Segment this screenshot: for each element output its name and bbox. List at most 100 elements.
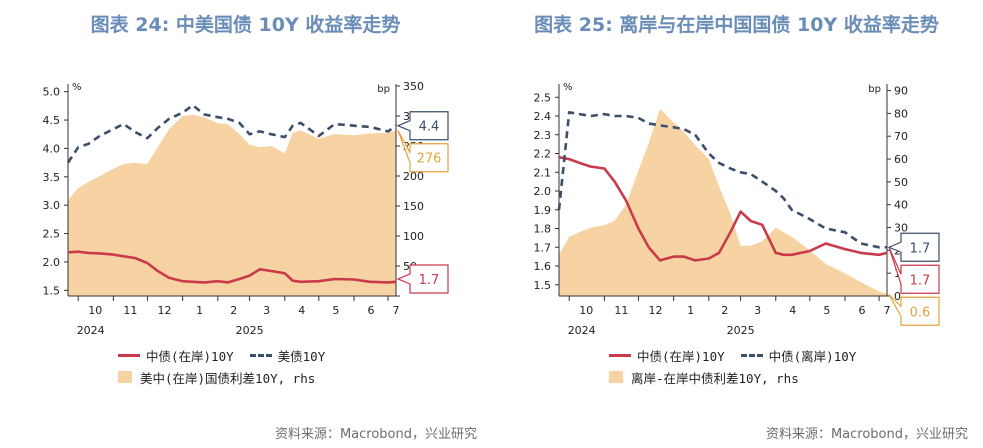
callout-label: 1.7 [910,241,931,256]
left-unit-label: % [563,82,573,93]
legend-item: 美债10Y [249,346,326,365]
left-tick-label: 2.5 [534,91,552,104]
legend-swatch [118,353,140,357]
solid-series-line [67,250,397,284]
legend-swatch [118,371,132,383]
x-tick-label: 11 [614,304,628,317]
callout-label: 1.7 [419,273,440,288]
year-label: 2025 [727,324,755,336]
left-tick-label: 1.8 [534,223,552,236]
right-tick-label: 80 [894,107,908,120]
left-tick-label: 1.6 [534,260,552,273]
chart-title: 图表 25: 离岸与在岸中国国债 10Y 收益率走势 [534,14,939,36]
right-unit-label: bp [868,84,881,95]
x-tick-label: 10 [579,304,593,317]
x-tick-label: 2 [721,304,728,317]
left-tick-label: 2.3 [534,129,552,142]
left-tick-label: 5.0 [43,86,61,99]
x-tick-label: 11 [123,304,137,317]
callout-box [396,111,449,141]
x-tick-label: 4 [789,304,796,317]
legend-swatch [249,353,272,357]
right-tick-label: 50 [894,176,908,189]
x-tick-label: 5 [332,304,339,317]
spread-area [68,114,396,296]
x-tick-label: 1 [196,304,203,317]
left-tick-label: 2.5 [43,228,61,241]
legend-label: 美债10Y [277,348,326,364]
left-tick-label: 2.0 [43,256,61,269]
spread-area [559,108,887,296]
legend-label: 中债(离岸)10Y [768,348,857,364]
dashed-series-line [66,104,397,164]
callout-label: 1.7 [910,273,931,288]
year-label: 2024 [77,324,105,336]
year-label: 2024 [568,324,596,336]
right-tick-label: 30 [894,222,908,235]
chart-plot-right: 1.51.61.71.81.92.02.12.22.32.42.5%010203… [534,82,940,336]
x-tick-label: 7 [884,304,891,317]
legend-label: 离岸-在岸中债利差10Y, rhs [631,370,799,386]
callout-label: 276 [417,152,442,167]
chart-panel-left: 图表 24: 中美国债 10Y 收益率走势 1.5 2.0 2.5 3.0 3.5 4.0… [0,0,491,448]
chart-title: 图表 24: 中美国债 10Y 收益率走势 [90,14,401,36]
right-tick-label: 100 [403,230,424,243]
left-tick-label: 1.7 [534,241,552,254]
left-tick-label: 2.4 [534,110,552,123]
source-note: 资料来源：Macrobond，兴业研究 [765,427,968,442]
legend-label: 中债(在岸)10Y [637,348,725,364]
x-tick-label: 3 [263,304,270,317]
solid-series-line [558,155,888,262]
callout-box [888,294,940,326]
left-tick-label: 3.5 [43,171,61,184]
right-tick-label: 200 [403,170,424,183]
left-tick-label: 1.9 [534,204,552,217]
left-tick-label: 2.1 [534,166,552,179]
callout-label: 4.4 [419,120,440,135]
x-tick-label: 5 [823,304,830,317]
right-tick-label: 150 [403,200,424,213]
left-unit-label: % [72,82,82,93]
x-tick-label: 3 [754,304,761,317]
source-note: 资料来源：Macrobond，兴业研究 [274,427,477,442]
legend-label: 美中(在岸)国债利差10Y, rhs [140,370,316,386]
x-tick-label: 12 [648,304,662,317]
left-tick-label: 4.0 [43,142,61,155]
legend-swatch [740,353,763,357]
x-tick-label: 12 [157,304,171,317]
left-tick-label: 1.5 [534,279,552,292]
right-tick-label: 40 [894,199,908,212]
dashed-series-line [557,111,887,249]
chart-legend: 中债(在岸)10Y 中债(离岸)10Y 离岸-在岸中债利差10Y, rhs [609,344,872,388]
legend-item: 中债(在岸)10Y [609,346,725,365]
x-tick-label: 6 [368,304,375,317]
callout-label: 0.6 [910,305,931,320]
callout-box [397,130,449,173]
x-tick-label: 10 [88,304,102,317]
callout-box [396,264,449,294]
chart-panel-right: 图表 25: 离岸与在岸中国国债 10Y 收益率走势 1.5 1.6 1.7 1.8 1… [491,0,982,448]
legend-item: 美中(在岸)国债利差10Y, rhs [118,368,315,387]
legend-item: 离岸-在岸中债利差10Y, rhs [609,368,799,387]
right-tick-label: 0 [894,290,901,303]
left-tick-label: 4.5 [43,114,61,127]
x-tick-label: 2 [230,304,237,317]
x-tick-label: 4 [298,304,305,317]
x-tick-label: 6 [859,304,866,317]
legend-label: 中债(在岸)10Y [146,348,234,364]
left-tick-label: 2.2 [534,148,552,161]
legend-swatch [609,371,623,383]
right-unit-label: bp [377,84,390,95]
right-tick-label: 90 [894,85,908,98]
year-label: 2025 [236,324,264,336]
x-tick-label: 7 [393,304,400,317]
left-tick-label: 2.0 [534,185,552,198]
legend-item: 中债(在岸)10Y [118,346,234,365]
chart-plot-left: 1.52.02.53.03.54.04.55.0%501001502002503… [43,80,449,336]
right-tick-label: 60 [894,153,908,166]
callout-box [888,247,940,294]
legend-item: 中债(离岸)10Y [740,346,857,365]
left-tick-label: 1.5 [43,284,61,297]
left-tick-label: 3.0 [43,199,61,212]
legend-swatch [609,353,631,357]
